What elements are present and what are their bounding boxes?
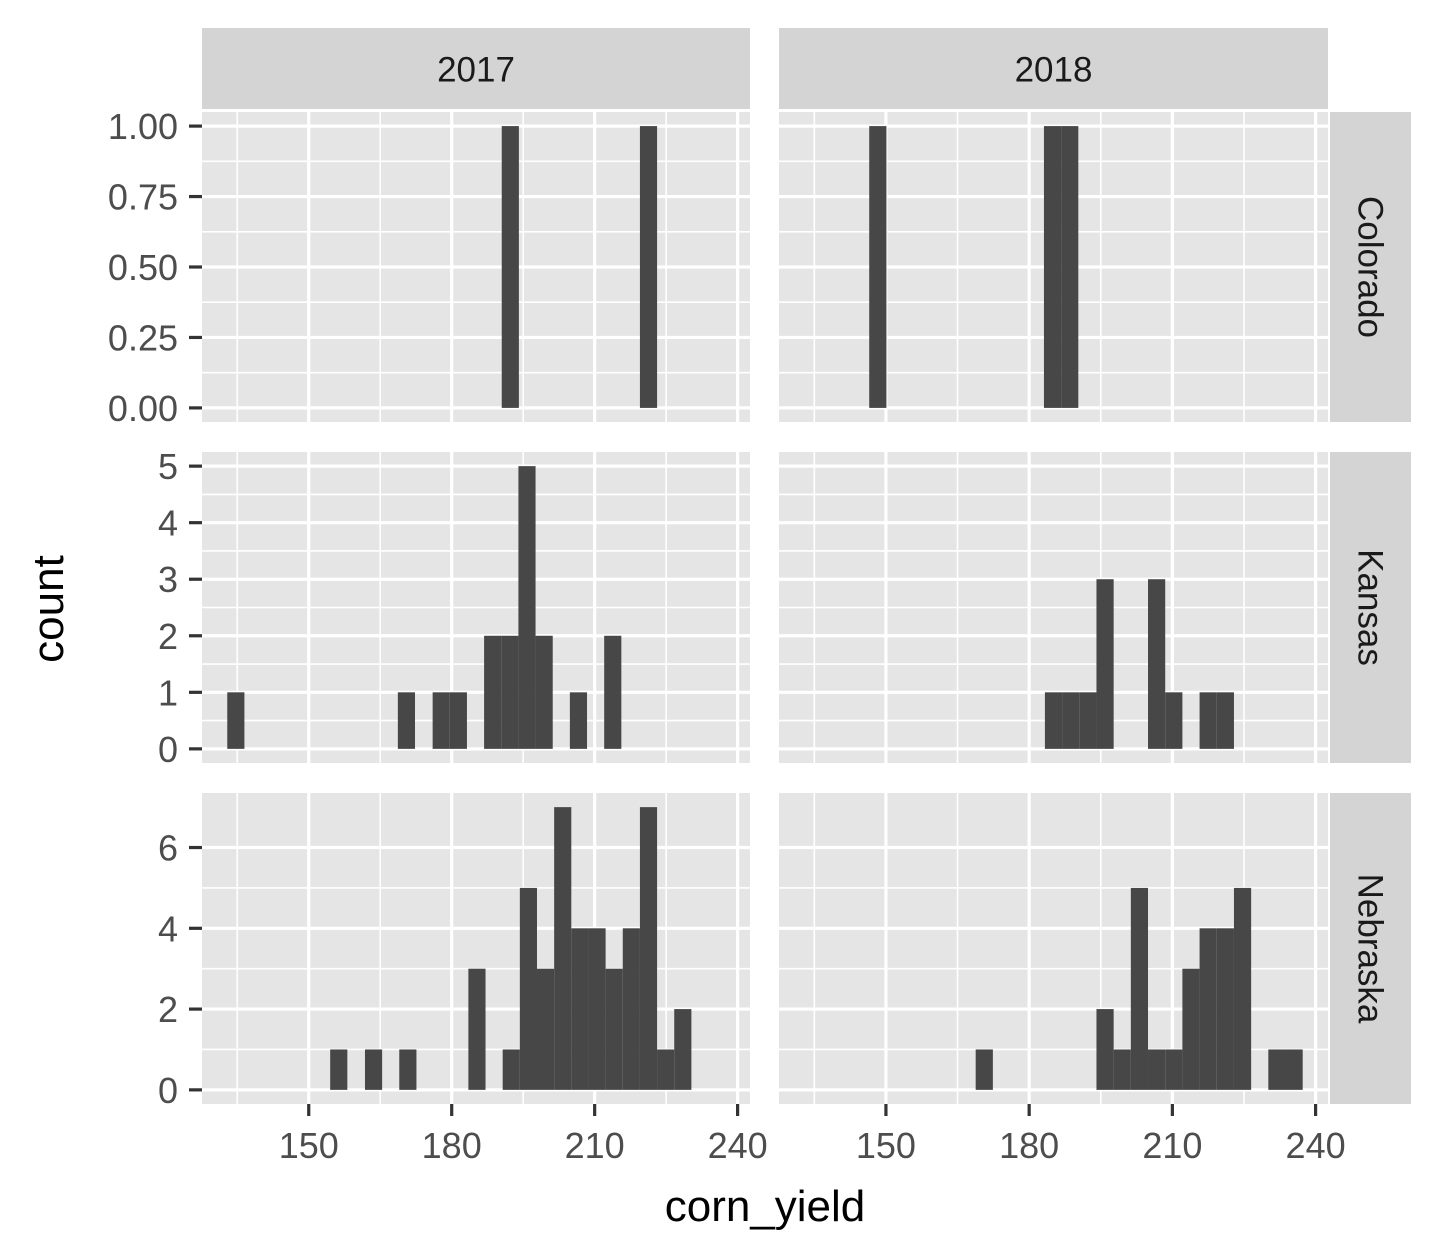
histogram-bar: [1199, 692, 1217, 749]
x-tick-label: 240: [1286, 1125, 1346, 1166]
y-tick-label: 0.00: [108, 388, 178, 429]
panel-kansas-2017: [202, 452, 750, 763]
y-tick-label: 4: [158, 908, 178, 949]
y-tick-label: 0: [158, 1070, 178, 1111]
x-tick-label: 210: [565, 1125, 625, 1166]
y-tick-label: 1.00: [108, 106, 178, 147]
histogram-bar: [1113, 1049, 1131, 1090]
panel-nebraska-2018: [779, 793, 1328, 1104]
histogram-bar: [501, 635, 519, 749]
x-tick-label: 150: [279, 1125, 339, 1166]
histogram-bar: [535, 635, 553, 749]
histogram-bar: [657, 1049, 675, 1090]
histogram-bar: [639, 807, 658, 1090]
histogram-bar: [1079, 692, 1097, 749]
y-tick-label: 0.50: [108, 247, 178, 288]
histogram-bar: [674, 1009, 692, 1090]
histogram-bar: [622, 928, 640, 1090]
histogram-bar: [1096, 579, 1114, 749]
histogram-bar: [536, 968, 555, 1090]
histogram-bar: [1130, 887, 1149, 1090]
histogram-bar: [1096, 1009, 1114, 1090]
y-tick-label: 3: [158, 559, 178, 600]
histogram-bar: [1165, 1049, 1183, 1090]
histogram-bar: [397, 692, 416, 749]
facet-strip-row: [1330, 452, 1411, 763]
histogram-bar: [1199, 928, 1217, 1090]
histogram-bar: [1148, 579, 1166, 749]
histogram-bar: [468, 968, 486, 1090]
x-tick-label: 210: [1142, 1125, 1202, 1166]
histogram-bar: [519, 887, 537, 1090]
facet-strips: Colorado Kansas Nebraska 2017 2018: [202, 28, 1411, 1104]
histogram-bar: [227, 692, 245, 749]
x-tick-label: 180: [422, 1125, 482, 1166]
histogram-bar: [432, 692, 450, 749]
histogram-bar: [605, 968, 623, 1090]
histogram-bar: [484, 635, 502, 749]
facet-strip-label-nebraska: Nebraska: [1351, 874, 1390, 1024]
histogram-bar: [554, 807, 572, 1090]
panel-kansas-2018: [779, 452, 1328, 763]
y-tick-label: 6: [158, 828, 178, 869]
histogram-bar: [364, 1049, 383, 1090]
histogram-bar: [604, 635, 622, 749]
histogram-bar: [449, 692, 467, 749]
histogram-bar: [1268, 1049, 1286, 1090]
histogram-bar: [1285, 1049, 1303, 1090]
histogram-bar: [569, 692, 588, 749]
x-tick-label: 240: [708, 1125, 768, 1166]
histogram-bar: [330, 1049, 348, 1090]
histogram-bar: [1148, 1049, 1166, 1090]
facet-strip-label-colorado: Colorado: [1351, 196, 1390, 338]
histogram-bar: [571, 928, 589, 1090]
histogram-bar: [1061, 126, 1079, 408]
y-tick-label: 0.75: [108, 177, 178, 218]
y-tick-label: 0.25: [108, 317, 178, 358]
histogram-bar: [1216, 692, 1234, 749]
y-tick-label: 1: [158, 672, 178, 713]
panel-colorado-2018: [779, 112, 1328, 422]
histogram-bar: [1044, 692, 1063, 749]
histogram-bar: [869, 126, 887, 408]
histogram-bar: [502, 1049, 520, 1090]
x-tick-label: 150: [856, 1125, 916, 1166]
histogram-bar: [1062, 692, 1080, 749]
histogram-bar: [975, 1049, 993, 1090]
histogram-bar: [588, 928, 606, 1090]
facet-strip-label-kansas: Kansas: [1351, 549, 1390, 666]
histogram-bar: [399, 1049, 417, 1090]
panel-nebraska-2017: [202, 793, 750, 1104]
y-tick-label: 2: [158, 989, 178, 1030]
histogram-bar: [1182, 968, 1200, 1090]
histogram-bar: [1165, 692, 1183, 749]
facet-strip-label-2017: 2017: [437, 51, 515, 90]
histogram-bar: [1216, 928, 1234, 1090]
facet-strip-column: [202, 28, 750, 109]
histogram-bar: [518, 466, 536, 749]
axes-layer: 0.00 0.25 0.50 0.75 1.00 0 1 2 3 4 5 0 2 4 6 150 180 210 2…: [108, 106, 1346, 1166]
y-tick-label: 2: [158, 616, 178, 657]
x-axis-title: corn_yield: [665, 1182, 866, 1231]
x-tick-label: 180: [999, 1125, 1059, 1166]
facet-strip-column: [779, 28, 1328, 109]
facet-strip-row: [1330, 793, 1411, 1104]
facet-strip-label-2018: 2018: [1015, 51, 1093, 90]
facet-strip-row: [1330, 112, 1411, 422]
histogram-bar: [501, 126, 519, 408]
histogram-bar: [1043, 126, 1062, 408]
y-tick-label: 5: [158, 446, 178, 487]
panel-colorado-2017: [202, 112, 750, 422]
y-tick-label: 0: [158, 729, 178, 770]
y-axis-title: count: [24, 555, 73, 663]
histogram-bar: [639, 126, 658, 408]
panels-layer: [202, 112, 1328, 1104]
histogram-bar: [1233, 887, 1252, 1090]
y-tick-label: 4: [158, 503, 178, 544]
